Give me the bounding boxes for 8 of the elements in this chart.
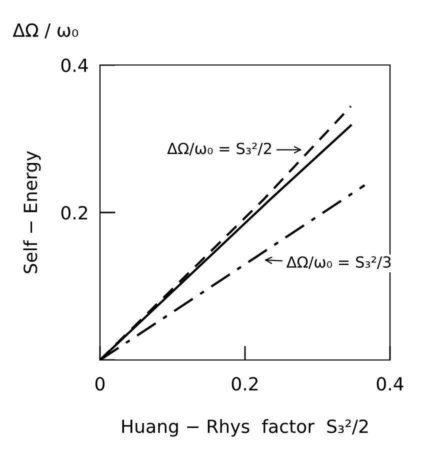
x-tick-label: 0.2 <box>232 376 258 391</box>
x-axis-title: Huang − Rhys factor S₃²/2 <box>122 419 368 437</box>
x-tick-label: 0.4 <box>376 376 404 391</box>
annotation: ΔΩ/ω₀ = S₃²/3 <box>286 256 391 270</box>
x-tick-label: 0 <box>95 376 105 391</box>
text: ΔΩ / ω₀ <box>12 23 78 38</box>
annotation: ΔΩ/ω₀ = S₃²/2 <box>167 142 272 156</box>
y-axis-title: Self − Energy <box>23 151 41 274</box>
